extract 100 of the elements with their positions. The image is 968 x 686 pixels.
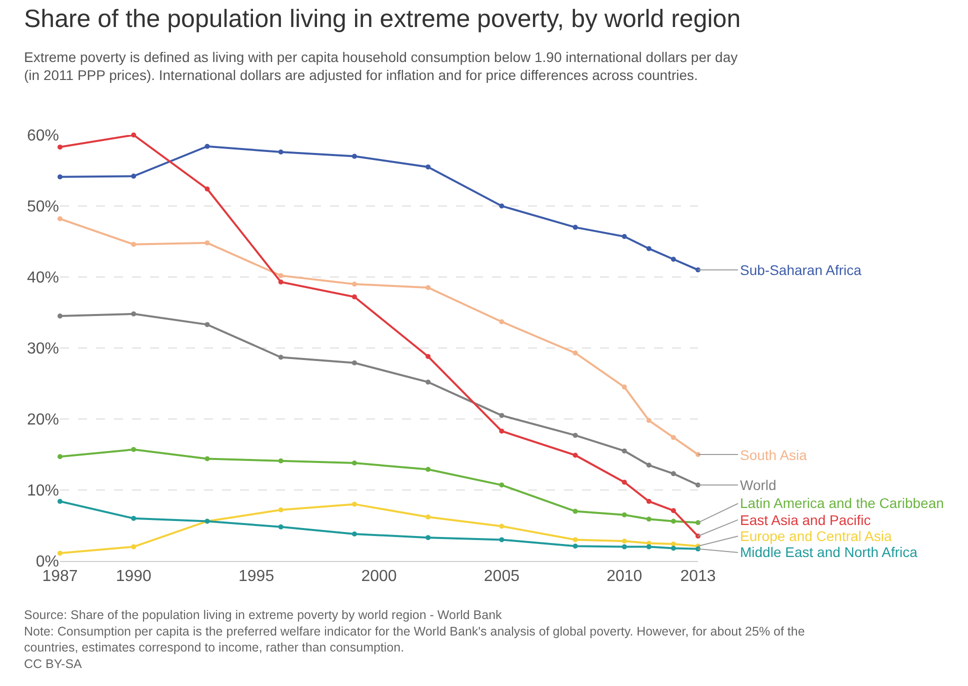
point <box>622 448 627 454</box>
point <box>352 460 357 466</box>
y-tick-label: 10% <box>26 482 59 500</box>
point <box>131 447 136 452</box>
text: Europe and Central Asia <box>740 528 892 544</box>
text: East Asia and Pacific <box>740 512 871 528</box>
point <box>426 164 431 170</box>
point <box>572 224 578 230</box>
point <box>499 319 504 324</box>
point <box>622 512 627 518</box>
point <box>278 507 284 512</box>
point <box>670 541 676 546</box>
text: Latin America and the Caribbean <box>740 495 944 511</box>
point <box>646 418 652 423</box>
text: CC BY-SA <box>24 656 83 671</box>
x-tick-label: 1987 <box>42 568 78 586</box>
point <box>499 482 504 488</box>
point <box>670 434 676 440</box>
point <box>646 544 652 550</box>
point <box>278 458 284 464</box>
point <box>204 144 210 149</box>
source-note: Source: Share of the population living in extreme poverty by world region - World Bank <box>24 608 503 622</box>
point <box>131 544 136 550</box>
point <box>204 240 210 246</box>
y-tick-label: 60% <box>26 128 59 145</box>
point <box>204 456 210 462</box>
point <box>58 216 62 222</box>
point <box>352 532 357 537</box>
point <box>278 524 284 530</box>
point <box>426 285 431 290</box>
point <box>646 516 652 522</box>
point <box>622 538 627 544</box>
y-tick-label: 0% <box>36 554 59 571</box>
point <box>58 498 62 504</box>
point <box>572 432 578 438</box>
point <box>58 144 62 150</box>
point <box>426 380 431 385</box>
point <box>426 354 431 360</box>
point <box>352 502 357 507</box>
point <box>426 535 431 540</box>
point <box>278 354 284 360</box>
point <box>499 537 504 542</box>
text: South Asia <box>740 447 808 463</box>
point <box>58 314 62 319</box>
point <box>352 294 357 300</box>
point <box>58 174 62 180</box>
point <box>131 174 136 179</box>
x-tick-label: 2005 <box>484 568 520 586</box>
point <box>572 537 578 542</box>
text: Note: Consumption per capita is the preferred welfare indicator for the World Bank's analysis of global poverty. However, for about 25% of the countries, estimates correspond to income, rather than consumption. <box>24 624 805 654</box>
point <box>58 550 62 556</box>
point <box>278 279 284 284</box>
point <box>646 246 652 252</box>
point <box>622 480 627 485</box>
point <box>426 466 431 472</box>
point <box>622 234 627 240</box>
y-tick-label: 30% <box>26 340 59 358</box>
chart-title: Share of the population living in extreme poverty, by world region <box>24 5 741 33</box>
point <box>622 544 627 550</box>
x-tick-label: 1990 <box>116 568 152 586</box>
point <box>646 498 652 504</box>
y-tick-label: 20% <box>26 412 59 429</box>
point <box>131 132 136 138</box>
point <box>131 311 136 316</box>
point <box>670 471 676 476</box>
point <box>670 256 676 262</box>
point <box>204 186 210 192</box>
point <box>278 273 284 278</box>
point <box>131 516 136 521</box>
point <box>352 360 357 366</box>
text: Sub-Saharan Africa <box>740 262 862 278</box>
text: Middle East and North Africa <box>740 544 918 560</box>
point <box>499 428 504 434</box>
point <box>58 454 62 460</box>
point <box>646 462 652 468</box>
point <box>572 508 578 514</box>
x-tick-label: 2010 <box>606 568 642 586</box>
chart-subtitle: Extreme poverty is defined as living with per capita household consumption below 1.90 international dollars per day (in 2011 PPP prices). International dollars are adjusted for inflation and for price differences across countries. <box>24 49 738 84</box>
x-tick-label: 2013 <box>680 568 716 586</box>
point <box>352 154 357 159</box>
point <box>499 524 504 529</box>
point <box>204 322 210 328</box>
y-tick-label: 40% <box>26 270 59 287</box>
text: World <box>740 477 776 493</box>
x-tick-label: 1995 <box>238 568 274 586</box>
point <box>499 412 504 418</box>
point <box>426 514 431 520</box>
point <box>572 544 578 549</box>
point <box>572 350 578 356</box>
point <box>352 282 357 287</box>
point <box>670 546 676 551</box>
point <box>131 242 136 247</box>
point <box>670 508 676 514</box>
point <box>278 150 284 155</box>
point <box>670 518 676 524</box>
point <box>499 204 504 208</box>
x-tick-label: 2000 <box>361 568 397 586</box>
y-tick-label: 50% <box>26 198 59 216</box>
point <box>572 452 578 458</box>
point <box>622 384 627 390</box>
